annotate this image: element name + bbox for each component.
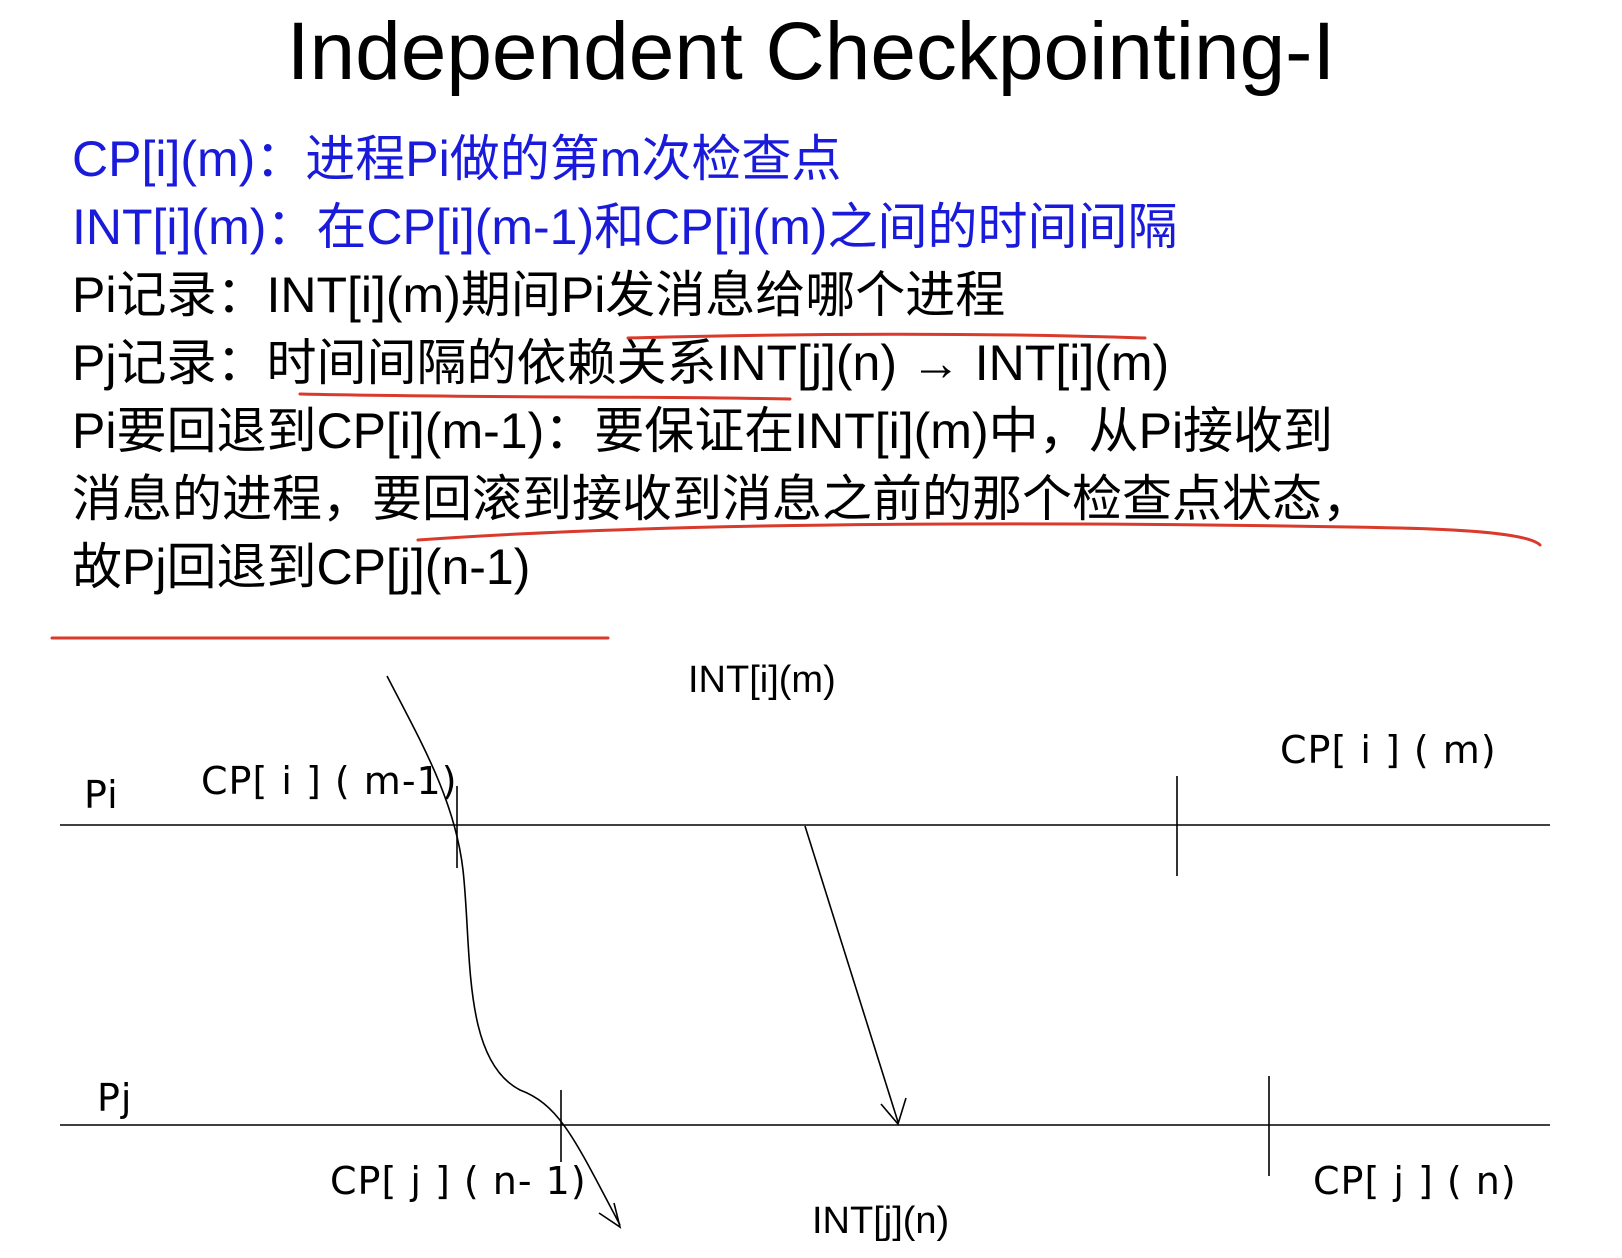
int-i-m-label: INT[i](m) — [688, 659, 836, 701]
rollback-line-2: 消息的进程，要回滚到接收到消息之前的那个检查点状态， — [72, 471, 1372, 527]
message-arrow — [804, 825, 899, 1123]
cp-i-m-label: CP[ i ] ( m) — [1280, 728, 1497, 772]
slide-title: Independent Checkpointing-I — [286, 6, 1336, 97]
rollback-arrowhead — [598, 1202, 622, 1229]
rollback-curve — [386, 675, 621, 1226]
message-arrowhead — [880, 1097, 907, 1126]
cp-i-m1-label: CP[ i ] ( m-1) — [201, 759, 458, 803]
underline-pi-record — [626, 332, 1147, 340]
pj-record-line: Pj记录：时间间隔的依赖关系INT[j](n) → INT[i](m) — [72, 335, 1170, 391]
int-j-n-label: INT[j](n) — [812, 1200, 950, 1242]
cp-j-n-label: CP[ j ] ( n) — [1313, 1159, 1517, 1203]
definition-cp: CP[i](m)：进程Pi做的第m次检查点 — [72, 131, 842, 187]
process-i-label: Pi — [84, 773, 119, 817]
pi-record-line: Pi记录：INT[i](m)期间Pi发消息给哪个进程 — [72, 267, 1006, 323]
underline-rollback — [416, 522, 1542, 547]
rollback-line-1: Pi要回退到CP[i](m-1)：要保证在INT[i](m)中，从Pi接收到 — [72, 403, 1334, 459]
underline-pj-record — [298, 392, 792, 401]
cp-j-n1-label: CP[ j ] ( n- 1) — [330, 1159, 587, 1203]
process-j-label: Pj — [97, 1076, 133, 1120]
definition-int: INT[i](m)：在CP[i](m-1)和CP[i](m)之间的时间间隔 — [72, 199, 1178, 255]
rollback-line-3: 故Pj回退到CP[j](n-1) — [72, 539, 531, 595]
